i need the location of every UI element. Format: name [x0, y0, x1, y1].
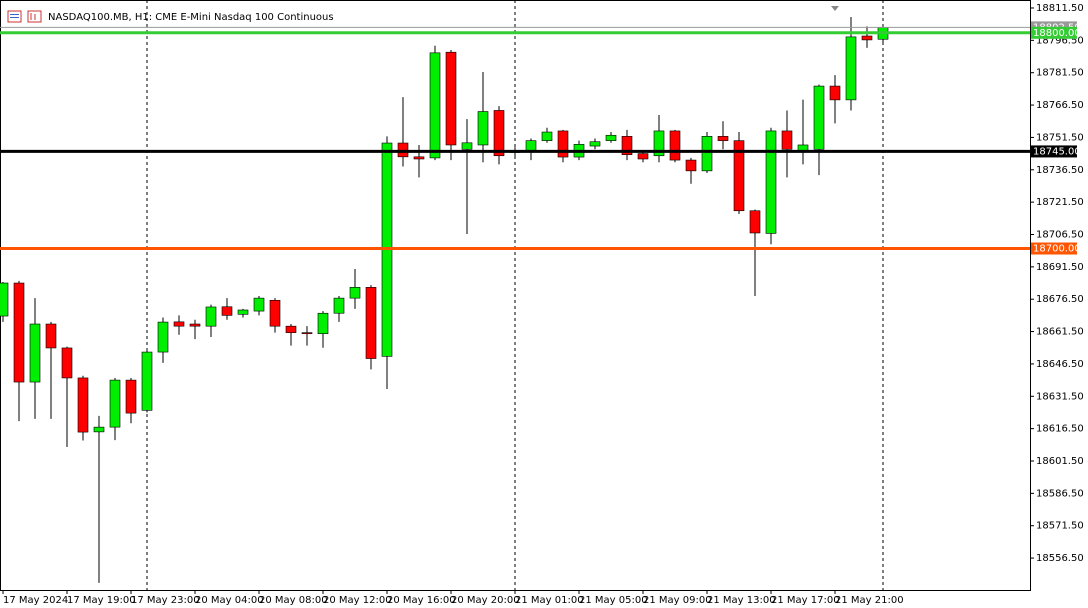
candle-body [13, 282, 25, 383]
candle-body [237, 309, 249, 315]
x-tick-label: 21 May 05:00 [579, 595, 648, 606]
candle-body [365, 287, 377, 359]
candle-body [253, 297, 265, 312]
y-tick-label: 18616.50 [1036, 424, 1084, 435]
candle-body [413, 156, 425, 160]
y-tick-label: 18631.50 [1036, 391, 1084, 402]
candle-body [749, 210, 761, 234]
candle-body [733, 140, 745, 212]
y-tick-label: 18646.50 [1036, 359, 1084, 370]
candle-body [0, 282, 9, 317]
candle-body [109, 379, 121, 428]
x-tick-label: 17 May 23:00 [131, 595, 200, 606]
y-tick-label: 18676.50 [1036, 294, 1084, 305]
candle-body [589, 141, 601, 147]
candle-body [29, 323, 41, 383]
candle-body [397, 142, 409, 158]
candle-body [429, 52, 441, 159]
candle-body [781, 130, 793, 150]
candle-body [493, 110, 505, 157]
candle-body [861, 35, 873, 41]
x-tick-label: 20 May 16:00 [387, 595, 456, 606]
candle-body [813, 85, 825, 150]
candle-body [221, 306, 233, 316]
x-tick-label: 21 May 13:00 [707, 595, 776, 606]
y-tick-label: 18781.50 [1036, 68, 1084, 79]
x-tick-label: 20 May 08:00 [259, 595, 328, 606]
candle-body [461, 142, 473, 150]
y-tick-label: 18586.50 [1036, 488, 1084, 499]
candle-body [765, 130, 777, 234]
candle-body [317, 312, 329, 335]
candle-body [669, 130, 681, 161]
candle-body [301, 332, 313, 335]
level-box [1031, 242, 1077, 255]
candle-body [285, 325, 297, 333]
candle-body [269, 299, 281, 327]
candle-body [829, 85, 841, 101]
candle-body [685, 159, 697, 172]
y-tick-label: 18736.50 [1036, 165, 1084, 176]
y-tick-label: 18691.50 [1036, 262, 1084, 273]
candle-body [477, 111, 489, 146]
candle-body [93, 426, 105, 433]
candle-body [333, 297, 345, 314]
level-box [1031, 26, 1077, 39]
y-tick-label: 18796.50 [1036, 35, 1084, 46]
candle-body [525, 140, 537, 152]
candle-body [637, 153, 649, 160]
level-box [1031, 145, 1077, 158]
shift-marker [831, 6, 839, 11]
candle-body [541, 131, 553, 141]
x-tick-label: 21 May 01:00 [515, 595, 584, 606]
candle-body [205, 306, 217, 327]
level-label: 18800.00 [1033, 28, 1081, 39]
candle-body [621, 136, 633, 155]
candle-body [653, 130, 665, 157]
symbol-icon [7, 10, 42, 23]
candle-body [45, 323, 57, 349]
y-tick-label: 18571.50 [1036, 521, 1084, 532]
x-tick-label: 17 May 19:00 [67, 595, 136, 606]
level-label: 18745.00 [1033, 146, 1081, 157]
candle-body [77, 377, 89, 433]
candle-body [605, 134, 617, 141]
y-tick-label: 18721.50 [1036, 197, 1084, 208]
y-tick-label: 18661.50 [1036, 327, 1084, 338]
candle-body [349, 287, 361, 299]
x-tick-label: 21 May 21:00 [835, 595, 904, 606]
y-tick-label: 18556.50 [1036, 553, 1084, 564]
x-tick-label: 17 May 2024 [3, 595, 68, 606]
candle-body [157, 321, 169, 353]
candle-body [845, 36, 857, 101]
y-tick-label: 18766.50 [1036, 100, 1084, 111]
candle-body [445, 51, 457, 146]
x-tick-label: 21 May 17:00 [771, 595, 840, 606]
x-tick-label: 20 May 04:00 [195, 595, 264, 606]
y-tick-label: 18706.50 [1036, 229, 1084, 240]
candle-body [125, 379, 137, 414]
candle-body [717, 136, 729, 141]
x-tick-label: 21 May 09:00 [643, 595, 712, 606]
candle-body [701, 136, 713, 172]
level-label: 18700.00 [1033, 244, 1081, 255]
candle-body [189, 323, 201, 327]
y-tick-label: 18811.50 [1036, 3, 1084, 14]
x-tick-label: 20 May 12:00 [323, 595, 392, 606]
candle-body [557, 130, 569, 158]
x-tick-label: 20 May 20:00 [451, 595, 520, 606]
candle-body [173, 321, 185, 327]
candle-body [61, 347, 73, 379]
y-tick-label: 18751.50 [1036, 132, 1084, 143]
candle-body [141, 351, 153, 411]
y-tick-label: 18601.50 [1036, 456, 1084, 467]
chart-title: NASDAQ100.MB, H1: CME E-Mini Nasdaq 100 … [48, 12, 334, 23]
